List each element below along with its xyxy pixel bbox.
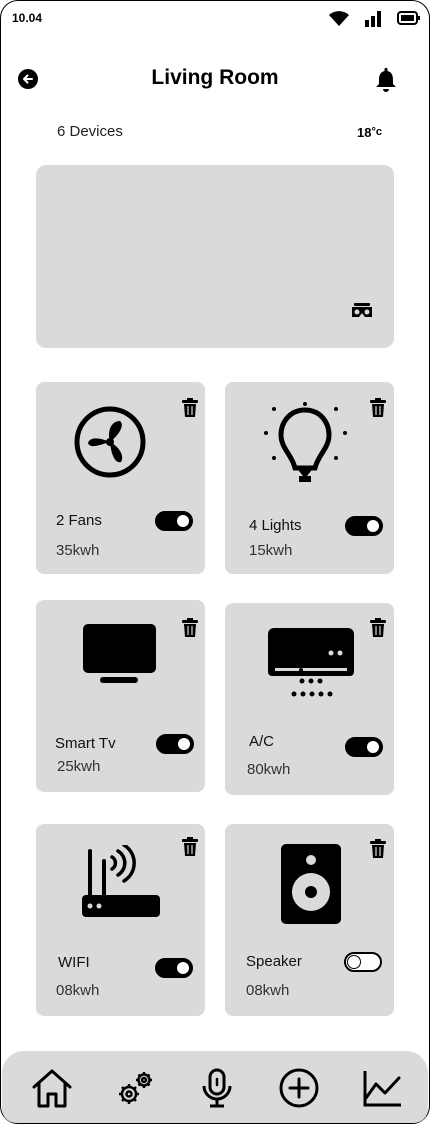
vr-view-button[interactable] — [351, 302, 373, 320]
chart-icon — [363, 1071, 401, 1107]
device-energy: 35kwh — [56, 542, 100, 559]
tv-icon — [83, 624, 156, 683]
temperature-value: 18 — [357, 125, 372, 140]
device-label: Speaker — [246, 953, 302, 970]
trash-icon[interactable] — [369, 618, 387, 638]
fan-icon — [74, 406, 146, 478]
temperature-unit: °c — [371, 126, 382, 138]
device-toggle[interactable] — [155, 511, 193, 531]
light-bulb-icon — [264, 402, 347, 482]
add-icon — [279, 1068, 319, 1108]
nav-stats[interactable] — [360, 1066, 404, 1110]
microphone-icon — [202, 1068, 232, 1108]
device-toggle[interactable] — [345, 737, 383, 757]
device-toggle[interactable] — [155, 958, 193, 978]
home-icon — [32, 1069, 72, 1108]
device-card-fans[interactable] — [36, 382, 205, 574]
trash-icon[interactable] — [181, 837, 199, 857]
nav-add[interactable] — [277, 1066, 321, 1110]
back-arrow-icon — [18, 69, 38, 89]
trash-icon[interactable] — [369, 398, 387, 418]
air-conditioner-icon — [268, 628, 354, 697]
battery-icon — [397, 11, 420, 25]
device-toggle[interactable] — [344, 952, 382, 972]
toggle-knob — [177, 515, 189, 527]
temperature-readout: 18°c — [357, 125, 382, 140]
trash-icon[interactable] — [369, 839, 387, 859]
vr-headset-icon — [352, 303, 372, 317]
device-energy: 08kwh — [56, 982, 100, 999]
device-energy: 80kwh — [247, 761, 291, 778]
page-title: Living Room — [151, 66, 279, 89]
router-icon — [82, 845, 160, 917]
nav-settings[interactable] — [114, 1066, 158, 1110]
settings-icon — [119, 1072, 152, 1104]
toggle-knob — [177, 962, 189, 974]
device-energy: 25kwh — [57, 758, 101, 775]
toggle-knob — [178, 738, 190, 750]
device-toggle[interactable] — [345, 516, 383, 536]
signal-icon — [365, 11, 381, 27]
device-toggle[interactable] — [156, 734, 194, 754]
device-card-wifi[interactable] — [36, 824, 205, 1016]
nav-home[interactable] — [30, 1066, 74, 1110]
status-time: 10.04 — [12, 11, 43, 25]
device-label: 2 Fans — [56, 512, 102, 529]
toggle-knob — [347, 955, 361, 969]
bottom-nav — [2, 1051, 428, 1123]
notifications-button[interactable] — [375, 68, 397, 92]
toggle-knob — [367, 741, 379, 753]
device-count: 6 Devices — [57, 123, 123, 140]
trash-icon[interactable] — [181, 398, 199, 418]
device-label: WIFI — [58, 954, 90, 971]
device-label: 4 Lights — [249, 517, 302, 534]
device-label: Smart Tv — [55, 735, 116, 752]
nav-microphone[interactable] — [195, 1066, 239, 1110]
device-energy: 15kwh — [249, 542, 293, 559]
speaker-icon — [281, 844, 341, 924]
back-button[interactable] — [17, 68, 39, 90]
bell-icon — [376, 68, 396, 92]
room-preview-panel — [36, 165, 394, 348]
device-energy: 08kwh — [246, 982, 290, 999]
toggle-knob — [367, 520, 379, 532]
device-label: A/C — [249, 733, 275, 750]
trash-icon[interactable] — [181, 618, 199, 638]
wifi-icon — [329, 11, 349, 26]
